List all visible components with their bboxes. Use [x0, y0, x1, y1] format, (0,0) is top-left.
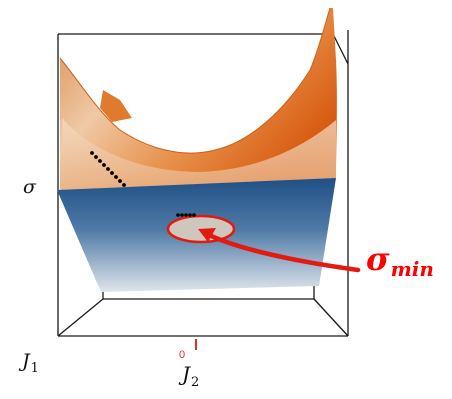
arrowhead-icon [198, 228, 216, 242]
bounding-box [57, 30, 349, 337]
j2-main: J [182, 362, 191, 386]
surface-dot [98, 159, 102, 163]
surface-dot [94, 155, 98, 159]
sigma-min-arrow [204, 231, 361, 273]
j1-axis-label: J1 [22, 350, 39, 376]
surface-dot-trail [90, 151, 126, 187]
j1-main: J [22, 350, 30, 372]
plane-dot [176, 213, 180, 217]
sigma-axis-label: σ [23, 176, 36, 198]
orange-surface-back-flap [100, 90, 132, 122]
sigma-min-symbol: σ [366, 240, 390, 278]
box-edge-back-right [332, 33, 349, 65]
plane-dot [192, 213, 196, 217]
plane-dot [180, 213, 184, 217]
j2-axis-label: J2 [182, 362, 199, 390]
surface-dot [118, 179, 122, 183]
box-edge-diag-left [57, 298, 104, 337]
surface-dot [110, 171, 114, 175]
surface-dot [102, 163, 106, 167]
orange-cost-surface [60, 8, 337, 190]
surface-dot [122, 183, 126, 187]
sigma-symbol: σ [23, 176, 36, 198]
zero-tick-label: 0 [179, 349, 186, 361]
surface-dot [106, 167, 110, 171]
sigma-min-label: σmin [366, 240, 434, 281]
plane-dot [184, 213, 188, 217]
surface-dot [114, 175, 118, 179]
orange-surface-underside [60, 118, 336, 190]
orange-surface-top-edge [59, 7, 331, 154]
j2-subscript: 2 [191, 375, 200, 390]
plane-dot [188, 213, 192, 217]
sigma-min-subscript: min [390, 257, 434, 281]
box-edge-diag-right [313, 298, 349, 337]
j1-subscript: 1 [30, 361, 39, 376]
surface-dot [90, 151, 94, 155]
plane-dot-trail [176, 213, 196, 217]
